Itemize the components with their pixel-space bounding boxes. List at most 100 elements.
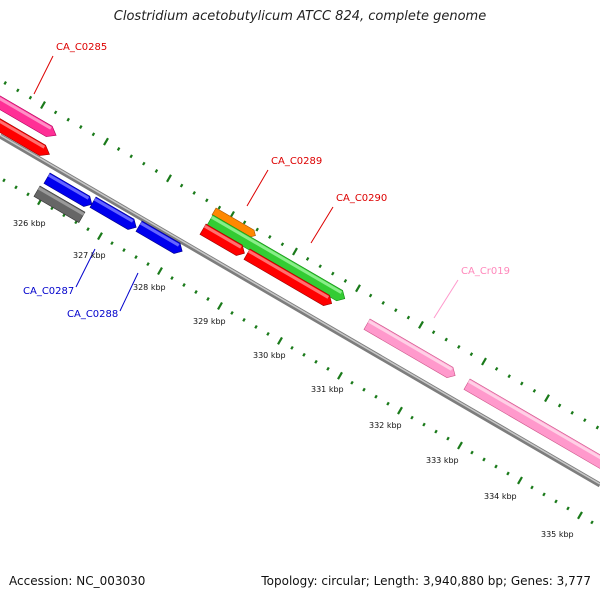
genome-backbone-highlight <box>0 134 600 485</box>
tick-mark <box>457 344 461 349</box>
tick-mark <box>242 317 246 322</box>
scale-labels: 326 kbp 327 kbp 328 kbp 329 kbp 330 kbp … <box>13 219 574 539</box>
tick-mark <box>542 492 546 497</box>
tick-mark <box>482 457 486 462</box>
tick-mark <box>544 394 550 403</box>
tick-mark <box>394 308 398 313</box>
tick-mark <box>146 262 150 267</box>
tick-mark <box>434 429 438 434</box>
tick-mark <box>302 352 306 357</box>
tick-mark <box>532 388 537 393</box>
tick-mark <box>179 183 184 188</box>
tick-mark <box>122 248 126 253</box>
gene-arrow-blue-1[interactable] <box>43 172 95 210</box>
tick-mark <box>343 278 348 283</box>
outer-tick-row <box>3 81 600 430</box>
gene-arrow-gray[interactable] <box>33 185 86 223</box>
tick-mark <box>166 174 172 183</box>
tick-mark <box>444 337 448 342</box>
tick-mark <box>192 191 196 195</box>
tick-mark <box>305 256 310 261</box>
tick-mark <box>381 300 385 305</box>
genome-summary-text: Topology: circular; Length: 3,940,880 bp… <box>261 574 591 588</box>
gene-arrow-ca-c0290[interactable] <box>206 214 348 304</box>
map-title: Clostridium acetobutylicum ATCC 824, com… <box>113 9 487 24</box>
tick-mark <box>217 301 223 310</box>
tick-mark <box>26 192 30 197</box>
tick-mark <box>350 380 354 385</box>
gene-label-ca-c0290[interactable]: CA_C0290 <box>336 193 387 204</box>
scale-label: 330 kbp <box>253 351 286 360</box>
tick-mark <box>182 283 186 287</box>
tick-mark <box>590 520 594 525</box>
tick-mark <box>66 117 70 122</box>
gene-label-ca-c0289[interactable]: CA_C0289 <box>271 156 322 167</box>
gene-arrow-ca-c0285[interactable] <box>0 89 59 141</box>
gene-arrow-ca-c0287[interactable] <box>89 196 139 233</box>
tick-mark <box>577 511 583 520</box>
tick-mark <box>530 485 534 490</box>
tick-mark <box>318 264 322 269</box>
genome-backbone <box>0 133 600 488</box>
tick-mark <box>469 352 474 357</box>
gene-arrow-red-3[interactable] <box>243 248 335 309</box>
gene-label-ca-c0288[interactable]: CA_C0288 <box>67 309 118 320</box>
tick-mark <box>277 336 283 345</box>
scale-label: 328 kbp <box>133 283 166 292</box>
tick-mark <box>3 81 7 85</box>
tick-mark <box>494 366 499 371</box>
gene-label-ca-cr019[interactable]: CA_Cr019 <box>461 266 510 277</box>
gene-label-ca-c0287[interactable]: CA_C0287 <box>23 286 74 297</box>
tick-mark <box>230 311 234 315</box>
tick-mark <box>280 242 285 247</box>
scale-label: 327 kbp <box>73 251 106 260</box>
tick-mark <box>517 476 523 485</box>
tick-mark <box>397 406 403 415</box>
tick-mark <box>506 471 510 476</box>
tick-mark <box>103 137 109 146</box>
gene-arrow-red-2[interactable] <box>199 223 248 259</box>
tick-mark <box>14 185 18 190</box>
tick-mark <box>566 506 570 511</box>
tick-mark <box>194 290 198 294</box>
scale-label: 334 kbp <box>484 492 517 501</box>
tick-mark <box>554 499 558 504</box>
tick-mark <box>142 161 146 166</box>
tick-mark <box>362 387 366 392</box>
gene-labels: CA_C0285 CA_C0289 CA_C0290 CA_Cr019 CA_C… <box>23 42 510 320</box>
accession-text: Accession: NC_003030 <box>9 574 146 588</box>
tick-mark <box>418 320 424 329</box>
tick-mark <box>368 293 373 298</box>
tick-mark <box>507 374 511 379</box>
gene-arrow-ca-c0288[interactable] <box>135 220 185 257</box>
gene-arrow-red-1[interactable] <box>0 113 52 160</box>
tick-mark <box>557 403 562 408</box>
tick-mark <box>386 401 390 406</box>
tick-mark <box>481 357 487 366</box>
gene-arrow-pink-2[interactable] <box>463 378 600 473</box>
tick-mark <box>2 178 6 183</box>
gene-label-ca-c0285[interactable]: CA_C0285 <box>56 42 107 53</box>
gene-features <box>0 89 600 473</box>
tick-mark <box>290 345 294 350</box>
tick-mark <box>331 271 335 276</box>
tick-mark <box>583 418 587 423</box>
gene-arrow-ca-c0289[interactable] <box>211 207 258 239</box>
tick-mark <box>86 227 90 232</box>
tick-mark <box>28 95 33 100</box>
tick-mark <box>206 297 210 301</box>
tick-mark <box>134 255 138 260</box>
scale-label: 332 kbp <box>369 421 402 430</box>
tick-mark <box>242 220 247 225</box>
tick-mark <box>97 232 103 241</box>
tick-mark <box>129 154 133 159</box>
tick-mark <box>254 324 258 329</box>
tick-mark <box>40 101 46 110</box>
scale-tick-row <box>2 178 594 525</box>
tick-mark <box>457 441 463 450</box>
tick-mark <box>205 198 209 203</box>
tick-mark <box>570 410 574 415</box>
gene-arrow-ca-cr019[interactable] <box>363 318 458 381</box>
tick-mark <box>326 366 330 371</box>
